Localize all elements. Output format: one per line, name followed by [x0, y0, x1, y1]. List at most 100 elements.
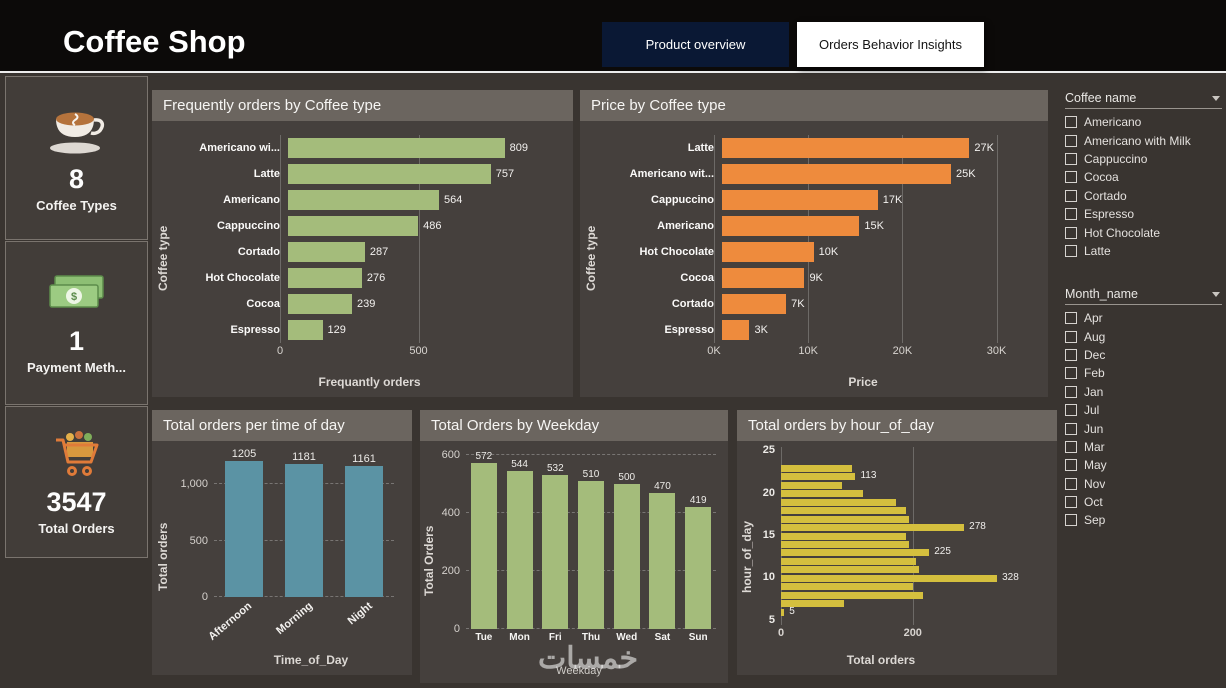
- checkbox-icon[interactable]: [1065, 244, 1077, 257]
- data-label: 757: [495, 168, 515, 180]
- bar-hour-16[interactable]: [781, 524, 965, 532]
- chevron-down-icon[interactable]: [1212, 95, 1220, 101]
- bar-morning[interactable]: [285, 463, 323, 597]
- bar-hour-9[interactable]: [781, 583, 913, 591]
- checkbox-icon[interactable]: [1065, 226, 1077, 239]
- bar-hour-6[interactable]: [781, 608, 785, 616]
- bar-hot-chocolate[interactable]: [288, 268, 362, 288]
- bar-hour-13[interactable]: [781, 549, 930, 557]
- bar-cocoa[interactable]: [722, 268, 805, 288]
- bar-sat[interactable]: [649, 492, 676, 629]
- slicer-item-oct[interactable]: Oct: [1065, 493, 1222, 511]
- checkbox-icon[interactable]: [1065, 189, 1077, 202]
- checkbox-icon[interactable]: [1065, 171, 1077, 184]
- slicer-item-espresso[interactable]: Espresso: [1065, 205, 1222, 223]
- bar-americano-wit-[interactable]: [722, 164, 952, 184]
- bar-mon[interactable]: [506, 471, 533, 629]
- checkbox-icon[interactable]: [1065, 459, 1077, 472]
- bar-fri[interactable]: [542, 474, 569, 629]
- checkbox-icon[interactable]: [1065, 422, 1077, 435]
- bar-hour-22[interactable]: [781, 473, 856, 481]
- bar-espresso[interactable]: [722, 320, 750, 340]
- slicer-item-feb[interactable]: Feb: [1065, 364, 1222, 382]
- slicer-item-aug[interactable]: Aug: [1065, 327, 1222, 345]
- slicer-item-jun[interactable]: Jun: [1065, 419, 1222, 437]
- checkbox-icon[interactable]: [1065, 477, 1077, 490]
- slicer-item-sep[interactable]: Sep: [1065, 511, 1222, 529]
- bar-cortado[interactable]: [722, 294, 787, 314]
- bar-wed[interactable]: [613, 483, 640, 629]
- slicer-month-name-header[interactable]: Month_name: [1065, 284, 1222, 305]
- checkbox-icon[interactable]: [1065, 116, 1077, 129]
- bar-hour-23[interactable]: [781, 464, 853, 472]
- checkbox-icon[interactable]: [1065, 152, 1077, 165]
- bar-hour-15[interactable]: [781, 532, 907, 540]
- data-label: 1181: [292, 450, 316, 463]
- bar-tue[interactable]: [470, 462, 497, 629]
- checkbox-icon[interactable]: [1065, 404, 1077, 417]
- bar-hour-14[interactable]: [781, 540, 910, 548]
- slicer-item-americano-with-milk[interactable]: Americano with Milk: [1065, 131, 1222, 149]
- slicer-item-cocoa[interactable]: Cocoa: [1065, 168, 1222, 186]
- checkbox-icon[interactable]: [1065, 208, 1077, 221]
- slicer-item-cappuccino[interactable]: Cappuccino: [1065, 150, 1222, 168]
- bar-americano-wi-[interactable]: [288, 138, 505, 158]
- bar-americano[interactable]: [722, 216, 860, 236]
- slicer-item-americano[interactable]: Americano: [1065, 113, 1222, 131]
- x-tick-label: 500: [409, 345, 428, 357]
- checkbox-icon[interactable]: [1065, 348, 1077, 361]
- slicer-item-jan[interactable]: Jan: [1065, 383, 1222, 401]
- bar-sun[interactable]: [685, 507, 712, 629]
- slicer-item-latte[interactable]: Latte: [1065, 242, 1222, 260]
- bar-night[interactable]: [345, 466, 383, 597]
- bar-hour-7[interactable]: [781, 600, 844, 608]
- bar-hour-21[interactable]: [781, 481, 842, 489]
- checkbox-icon[interactable]: [1065, 440, 1077, 453]
- bar-americano[interactable]: [288, 190, 440, 210]
- x-axis-title: Price: [848, 375, 878, 389]
- slicer-item-dec[interactable]: Dec: [1065, 346, 1222, 364]
- bar-hour-19[interactable]: [781, 498, 897, 506]
- bar-hour-20[interactable]: [781, 490, 864, 498]
- slicer-item-apr[interactable]: Apr: [1065, 309, 1222, 327]
- bar-hour-12[interactable]: [781, 557, 917, 565]
- checkbox-icon[interactable]: [1065, 496, 1077, 509]
- bar-afternoon[interactable]: [225, 461, 263, 597]
- slicer-item-hot-chocolate[interactable]: Hot Chocolate: [1065, 223, 1222, 241]
- bar-cappuccino[interactable]: [288, 216, 419, 236]
- bar-hour-18[interactable]: [781, 507, 907, 515]
- checkbox-icon[interactable]: [1065, 385, 1077, 398]
- chevron-down-icon[interactable]: [1212, 291, 1220, 297]
- bar-hour-11[interactable]: [781, 566, 920, 574]
- category-label: Cappuccino: [217, 220, 280, 232]
- bar-hot-chocolate[interactable]: [722, 242, 814, 262]
- checkbox-icon[interactable]: [1065, 367, 1077, 380]
- bar-thu[interactable]: [578, 480, 605, 629]
- category-label: Espresso: [230, 324, 280, 336]
- bar-cortado[interactable]: [288, 242, 365, 262]
- slicer-coffee-name-header[interactable]: Coffee name: [1065, 88, 1222, 109]
- checkbox-icon[interactable]: [1065, 330, 1077, 343]
- tab-orders-behavior-insights[interactable]: Orders Behavior Insights: [797, 22, 984, 67]
- category-label: Americano wit...: [629, 168, 714, 180]
- bar-latte[interactable]: [288, 164, 491, 184]
- slicer-item-mar[interactable]: Mar: [1065, 438, 1222, 456]
- bar-espresso[interactable]: [288, 320, 323, 340]
- bar-hour-10[interactable]: [781, 574, 998, 582]
- tab-product-overview[interactable]: Product overview: [602, 22, 789, 67]
- slicer-item-may[interactable]: May: [1065, 456, 1222, 474]
- slicer-item-nov[interactable]: Nov: [1065, 475, 1222, 493]
- bar-cocoa[interactable]: [288, 294, 352, 314]
- slicer-item-jul[interactable]: Jul: [1065, 401, 1222, 419]
- checkbox-icon[interactable]: [1065, 514, 1077, 527]
- bar-hour-17[interactable]: [781, 515, 910, 523]
- bar-hour-8[interactable]: [781, 591, 923, 599]
- checkbox-icon[interactable]: [1065, 312, 1077, 325]
- bar-cappuccino[interactable]: [722, 190, 878, 210]
- category-label: Mon: [509, 632, 530, 643]
- checkbox-icon[interactable]: [1065, 134, 1077, 147]
- bar-latte[interactable]: [722, 138, 970, 158]
- category-label: Espresso: [664, 324, 714, 336]
- slicer-item-cortado[interactable]: Cortado: [1065, 187, 1222, 205]
